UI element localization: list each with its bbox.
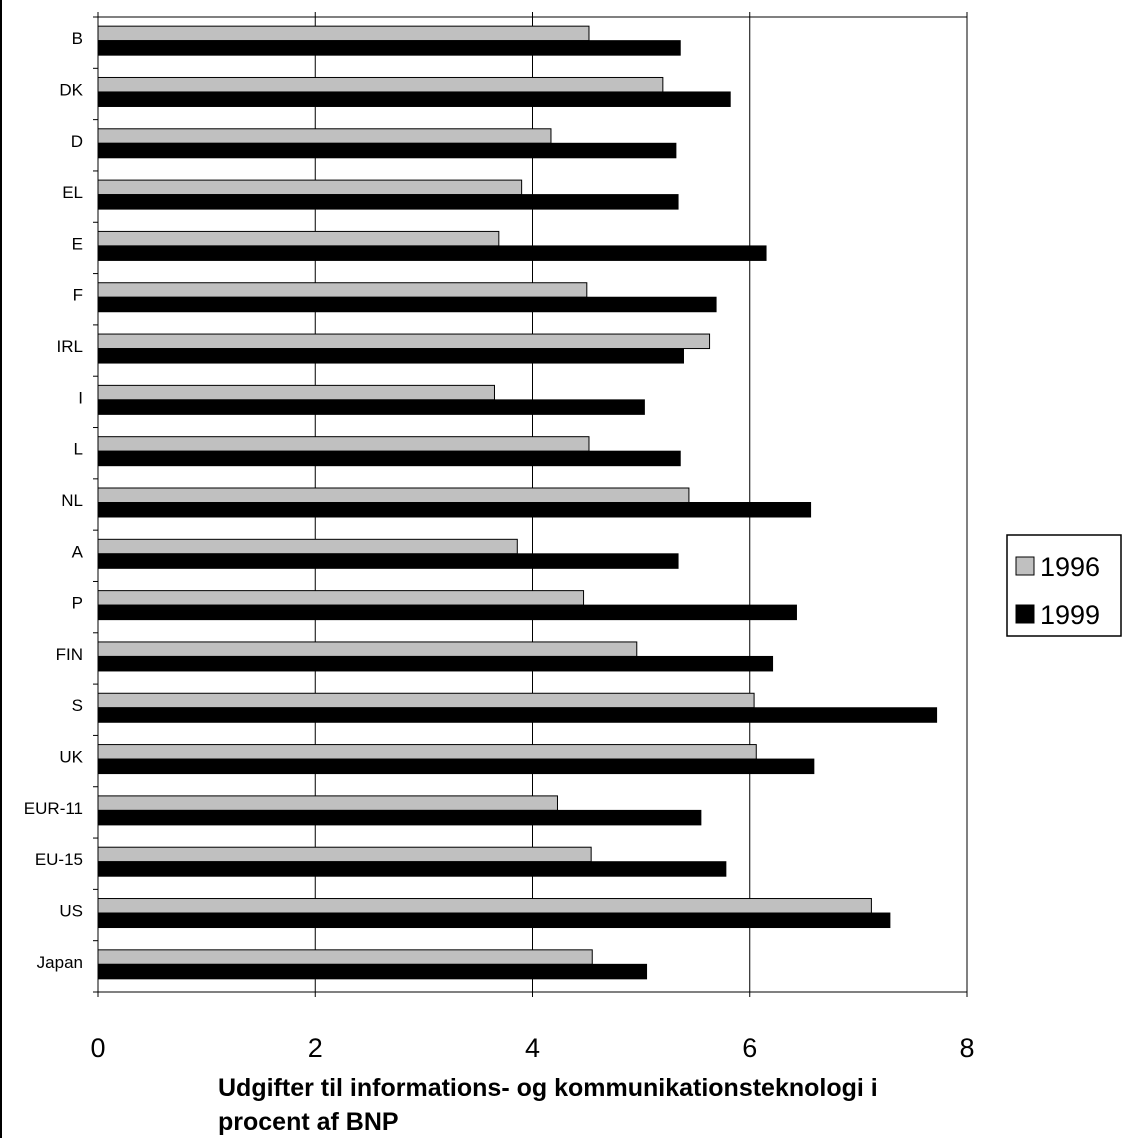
bar-1999-E	[97, 245, 767, 261]
bar-1996-D	[97, 128, 552, 144]
category-label-US: US	[59, 902, 83, 921]
bar-1996-E	[97, 230, 500, 247]
category-label-P: P	[72, 594, 83, 613]
x-tick-labels: 0 2 4 6 8	[90, 1033, 974, 1063]
legend: 1996 1999	[1006, 534, 1122, 637]
category-label-IRL: IRL	[57, 337, 83, 356]
bar-1999-Japan	[97, 963, 648, 980]
bar-1996-Japan	[97, 949, 593, 965]
category-label-D: D	[71, 132, 83, 151]
bar-1996-US	[97, 898, 872, 914]
category-label-B: B	[72, 29, 83, 48]
bar-1996-I	[97, 384, 495, 401]
category-label-A: A	[72, 542, 84, 561]
legend-swatch-1999	[1015, 604, 1035, 624]
bar-1999-D	[97, 142, 677, 159]
x-tick-label-0: 0	[90, 1033, 105, 1063]
category-label-Japan: Japan	[37, 953, 83, 972]
bar-1996-L	[97, 436, 590, 452]
bar-1999-EU-15	[97, 861, 727, 877]
bar-1999-P	[97, 604, 797, 621]
x-tick-label-4: 4	[525, 1033, 540, 1063]
bar-1999-US	[97, 912, 891, 929]
bar-1999-S	[97, 707, 938, 723]
bar-1999-IRL	[97, 348, 684, 364]
bar-1999-A	[97, 553, 679, 569]
bar-1999-B	[97, 40, 681, 56]
bar-1996-EU-15	[97, 846, 592, 863]
bar-1996-S	[97, 692, 755, 709]
x-axis-title-line-1: Udgifter til informations- og kommunikat…	[218, 1074, 878, 1102]
bar-1999-FIN	[97, 655, 774, 672]
bar-1999-EUR-11	[97, 809, 702, 826]
bar-1996-NL	[97, 487, 690, 503]
bar-1999-UK	[97, 758, 815, 775]
bar-1999-I	[97, 399, 645, 415]
x-tick-label-2: 2	[308, 1033, 323, 1063]
x-axis-title: Udgifter til informations- og kommunikat…	[218, 1074, 878, 1136]
category-label-EL: EL	[62, 183, 83, 202]
bar-1996-A	[97, 538, 518, 555]
bar-1996-DK	[97, 76, 664, 93]
bar-1999-L	[97, 450, 681, 467]
bar-1996-IRL	[97, 333, 711, 350]
x-axis-title-line-2: procent af BNP	[218, 1108, 399, 1136]
bar-1996-EUR-11	[97, 795, 558, 811]
category-label-F: F	[73, 286, 83, 305]
axes	[93, 12, 968, 997]
category-labels: B DK D EL E F IRL I L NL A P FIN S UK EUR-11 EU-15 US Japa…	[24, 29, 84, 972]
category-label-L: L	[74, 440, 83, 459]
category-label-I: I	[78, 388, 83, 407]
category-label-EU-15: EU-15	[35, 850, 83, 869]
bars	[97, 25, 938, 980]
x-tick-label-6: 6	[742, 1033, 757, 1063]
category-label-DK: DK	[59, 80, 83, 99]
category-label-FIN: FIN	[56, 645, 83, 664]
category-label-E: E	[72, 234, 83, 253]
category-label-S: S	[72, 696, 83, 715]
bar-1996-B	[97, 25, 590, 42]
bar-1996-F	[97, 282, 588, 298]
bar-1999-DK	[97, 91, 731, 107]
bar-1996-P	[97, 590, 585, 606]
category-label-NL: NL	[61, 491, 83, 510]
bar-1996-EL	[97, 179, 523, 196]
legend-label-1999: 1999	[1040, 600, 1100, 630]
x-tick-label-8: 8	[959, 1033, 974, 1063]
bar-1999-NL	[97, 502, 812, 518]
legend-swatch-1996	[1015, 556, 1035, 576]
category-label-UK: UK	[59, 748, 83, 767]
bar-1999-F	[97, 296, 717, 313]
category-label-EUR-11: EUR-11	[24, 799, 83, 818]
legend-label-1996: 1996	[1040, 552, 1100, 582]
bar-1996-UK	[97, 744, 757, 760]
bar-1996-FIN	[97, 641, 638, 657]
bar-1999-EL	[97, 194, 679, 210]
